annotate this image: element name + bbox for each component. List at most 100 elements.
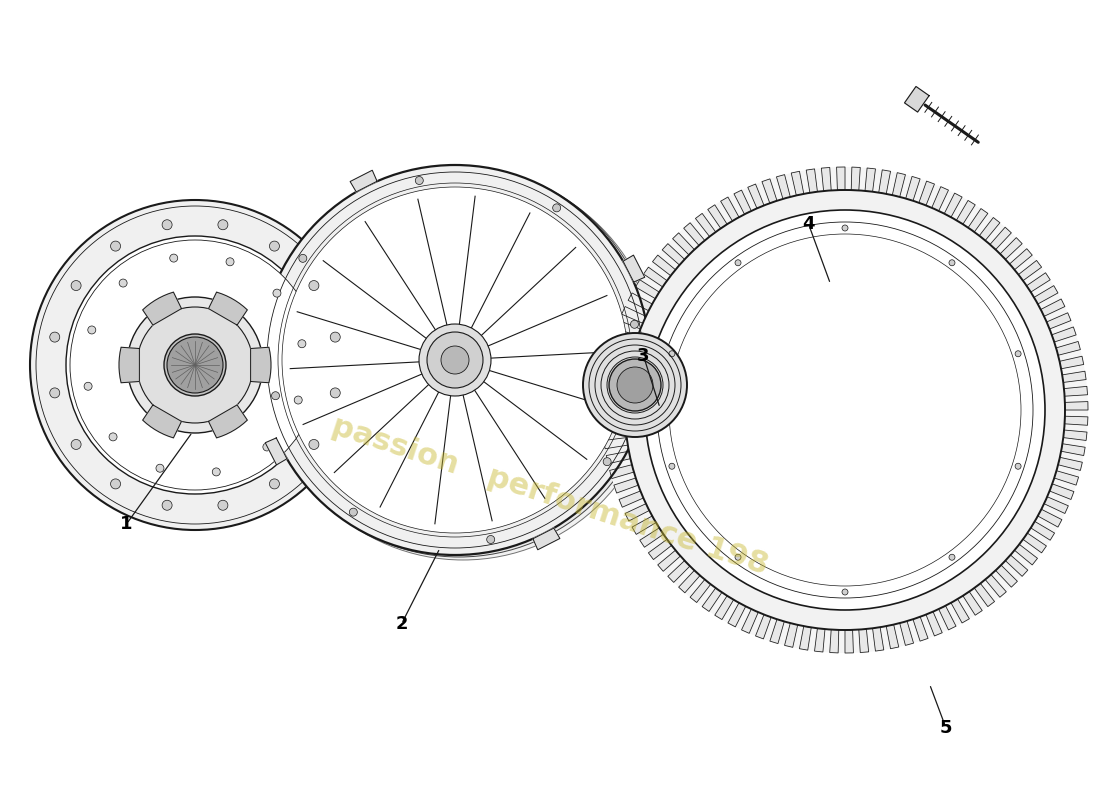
Polygon shape [652, 255, 675, 276]
Polygon shape [800, 626, 812, 650]
Polygon shape [728, 602, 746, 627]
Polygon shape [1019, 261, 1042, 281]
Polygon shape [695, 214, 716, 237]
Circle shape [260, 165, 650, 555]
Circle shape [273, 289, 280, 297]
Circle shape [138, 307, 253, 423]
Polygon shape [892, 173, 905, 197]
Polygon shape [662, 244, 684, 265]
Polygon shape [777, 174, 790, 199]
Circle shape [427, 332, 483, 388]
Polygon shape [932, 186, 948, 211]
Circle shape [268, 170, 658, 560]
Circle shape [552, 204, 561, 212]
Circle shape [50, 332, 59, 342]
Polygon shape [636, 280, 659, 298]
Circle shape [645, 210, 1045, 610]
Polygon shape [905, 177, 920, 201]
Polygon shape [1041, 299, 1065, 316]
Polygon shape [784, 623, 798, 647]
Polygon shape [962, 591, 982, 615]
Circle shape [226, 258, 234, 266]
Polygon shape [879, 170, 891, 194]
Polygon shape [1010, 249, 1032, 270]
Polygon shape [1000, 238, 1022, 259]
Circle shape [949, 554, 955, 560]
Polygon shape [996, 565, 1018, 587]
Polygon shape [621, 306, 646, 323]
Polygon shape [900, 621, 913, 646]
Polygon shape [265, 438, 287, 465]
Polygon shape [756, 614, 771, 639]
Polygon shape [679, 570, 700, 593]
Circle shape [270, 241, 279, 251]
Polygon shape [979, 218, 1000, 241]
Polygon shape [702, 588, 722, 611]
Circle shape [299, 254, 307, 262]
Circle shape [167, 337, 223, 393]
Polygon shape [1034, 286, 1058, 304]
Polygon shape [938, 606, 956, 630]
Circle shape [66, 236, 324, 494]
Polygon shape [1058, 458, 1082, 470]
Polygon shape [690, 579, 711, 602]
Polygon shape [829, 630, 839, 653]
Polygon shape [715, 596, 734, 619]
Polygon shape [668, 561, 690, 582]
Polygon shape [872, 627, 883, 651]
Polygon shape [606, 451, 630, 464]
Circle shape [162, 220, 172, 230]
Polygon shape [1037, 510, 1062, 527]
Polygon shape [762, 179, 777, 203]
Polygon shape [734, 190, 751, 214]
Polygon shape [904, 86, 930, 112]
Circle shape [72, 439, 81, 450]
Polygon shape [625, 504, 649, 521]
Circle shape [264, 167, 654, 557]
Polygon shape [918, 181, 935, 206]
Polygon shape [209, 292, 248, 325]
Circle shape [30, 200, 360, 530]
Text: 3: 3 [637, 347, 650, 365]
Circle shape [330, 388, 340, 398]
Polygon shape [612, 335, 636, 350]
Circle shape [111, 241, 121, 251]
Polygon shape [975, 583, 994, 606]
Polygon shape [1052, 327, 1076, 342]
Circle shape [625, 190, 1065, 630]
Circle shape [263, 443, 271, 451]
Polygon shape [1064, 430, 1087, 441]
Circle shape [441, 346, 469, 374]
Circle shape [272, 392, 279, 400]
Polygon shape [658, 550, 681, 571]
Polygon shape [605, 365, 629, 376]
Polygon shape [632, 516, 656, 534]
Polygon shape [614, 478, 638, 493]
Polygon shape [1049, 484, 1074, 499]
Polygon shape [837, 167, 845, 190]
Circle shape [735, 260, 741, 266]
Polygon shape [968, 209, 988, 232]
Polygon shape [1014, 544, 1037, 565]
Polygon shape [534, 528, 560, 550]
Polygon shape [913, 617, 928, 641]
Polygon shape [990, 227, 1011, 250]
Polygon shape [640, 528, 663, 547]
Polygon shape [1046, 313, 1071, 329]
Circle shape [419, 324, 491, 396]
Circle shape [735, 554, 741, 560]
Polygon shape [603, 424, 626, 434]
Polygon shape [791, 171, 804, 195]
Text: passion   performance 198: passion performance 198 [328, 411, 772, 581]
Polygon shape [822, 167, 832, 191]
Circle shape [212, 468, 220, 476]
Polygon shape [1059, 356, 1084, 369]
Polygon shape [845, 630, 854, 653]
Polygon shape [952, 599, 969, 623]
Circle shape [169, 254, 178, 262]
Polygon shape [806, 169, 817, 193]
Circle shape [270, 479, 279, 489]
Circle shape [309, 281, 319, 290]
Polygon shape [644, 267, 667, 287]
Polygon shape [1023, 533, 1046, 553]
